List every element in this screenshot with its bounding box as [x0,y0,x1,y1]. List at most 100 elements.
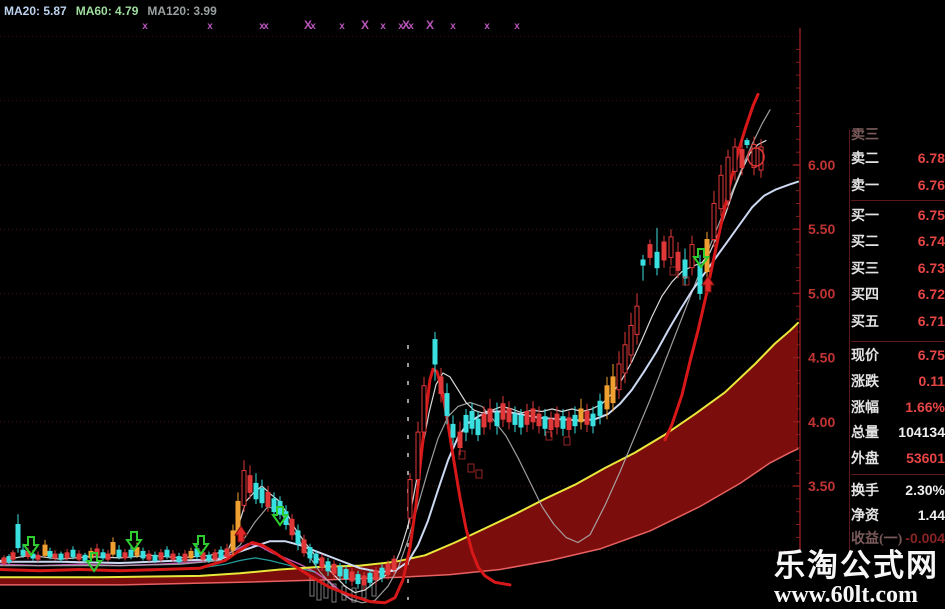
sidebar-row-label: 换手 [851,484,879,499]
ma120-line [0,448,799,586]
sidebar-row-卖一[interactable]: 卖一 6.76 [851,174,945,196]
ma-legend: MA20: 5.87 MA60: 4.79 MA120: 3.99 [4,4,226,18]
ma120-legend-label: MA120: 3.99 [147,4,217,18]
ex-rights-x-mark: x [207,21,213,32]
ex-rights-x-mark: x [142,21,148,32]
sidebar-row-label: 净资 [851,509,879,524]
ma20-legend-label: MA20: 5.87 [4,4,67,18]
sidebar-row-涨跌[interactable]: 涨跌 0.11 [851,370,945,392]
ex-rights-x-mark: x [263,21,269,32]
sidebar-row-现价[interactable]: 现价 6.75 [851,344,945,366]
ex-rights-x-mark: x [339,21,345,32]
sidebar-section-divider [851,474,945,475]
sidebar-row-value: 104134 [898,424,945,440]
sidebar-row-label: 收益(一) [851,532,903,547]
ex-rights-x-mark: X [361,18,369,32]
price-tick-label: 6.00 [808,157,835,173]
ex-rights-x-mark: x [450,21,456,32]
buy-signal-arrow-icon [234,525,248,543]
sidebar-row-value: 6.78 [917,150,945,166]
sidebar-row-净资[interactable]: 净资 1.44 [851,504,945,526]
watermark: 乐淘公式网 www.60lt.com [774,550,939,607]
sidebar-row-换手[interactable]: 换手 2.30% [851,479,945,501]
price-tick-label: 3.50 [808,478,835,494]
sidebar-row-value: 1.44 [917,507,945,523]
sidebar-row-买三[interactable]: 买三 6.73 [851,257,945,279]
sidebar-row-value: 0.11 [918,373,945,389]
signal-arrows [22,248,715,573]
ex-rights-x-mark: x [484,21,490,32]
ex-rights-x-mark: x [398,21,404,32]
sidebar-row-label: 外盘 [851,452,879,467]
ex-rights-x-mark: x [259,21,265,32]
sidebar-row-value: 53601 [906,450,945,466]
trend-band [0,322,798,585]
sidebar-row-总量[interactable]: 总量 104134 [851,421,945,443]
sidebar-row-label: 买一 [851,209,879,224]
sidebar-row-label: 涨幅 [851,401,879,416]
sell-signal-arrow-icon [22,536,40,557]
red-indicator-line-right [663,92,760,442]
sell-signal-arrow-icon [192,535,210,556]
sidebar-row-label: 买二 [851,235,879,250]
sidebar-row-label: 卖二 [851,152,879,167]
ex-rights-x-mark: x [514,21,520,32]
signal-glyphs [458,266,690,479]
ma60-line [0,321,799,579]
ma60-legend-label: MA60: 4.79 [75,4,139,18]
watermark-site-url: www.60lt.com [774,582,918,608]
candles [1,136,764,590]
highlight-circle-icon [747,147,765,167]
sidebar-row-label: 买四 [851,288,879,303]
ex-rights-x-mark: x [380,21,386,32]
sidebar-row-value: 6.76 [917,177,945,193]
quote-sidebar: 卖三卖二 6.78 卖一 6.76 买一 6.75 买二 6.74 买三 6.73 买四 6.72 买五… [851,128,945,552]
sidebar-row-value: 6.72 [917,286,945,302]
sidebar-row-label: 卖三 [851,128,879,143]
price-axis: 6.00 5.50 5.00 4.50 4.00 3.50 [793,28,835,552]
sidebar-section-divider [851,341,945,342]
sell-signal-arrow-icon [85,552,103,573]
sidebar-row-value: 2.30% [905,482,945,498]
sell-signal-arrow-icon [692,248,710,269]
sidebar-row-value: 6.75 [917,207,945,223]
sidebar-section-divider [851,200,945,201]
sell-signal-arrow-icon [125,531,143,552]
sidebar-row-外盘[interactable]: 外盘 53601 [851,447,945,469]
sidebar-row-买二[interactable]: 买二 6.74 [851,230,945,252]
sidebar-row-label: 现价 [851,349,879,364]
sidebar-row-label: 涨跌 [851,375,879,390]
ex-rights-x-mark: X [304,18,312,32]
sidebar-row-value: 6.71 [917,313,945,329]
price-tick-label: 5.50 [808,221,835,237]
sidebar-row-value: 1.66% [905,399,945,415]
sidebar-row-涨幅[interactable]: 涨幅 1.66% [851,396,945,418]
red-indicator-line-left [0,367,512,605]
sell-signal-arrow-icon [271,506,289,527]
sidebar-row-label: 买五 [851,315,879,330]
buy-signal-arrow-icon [701,275,715,293]
sidebar-row-value: 6.75 [917,347,945,363]
sidebar-row-label: 总量 [851,426,879,441]
sidebar-row-label: 卖一 [851,179,879,194]
sidebar-divider [849,130,850,550]
sidebar-row-买四[interactable]: 买四 6.72 [851,283,945,305]
sidebar-row-买一[interactable]: 买一 6.75 [851,204,945,226]
price-tick-label: 4.50 [808,350,835,366]
ex-rights-x-mark: x [408,21,414,32]
sidebar-row-value: -0.004 [905,530,945,546]
sidebar-row-卖三[interactable]: 卖三 [851,128,945,145]
sidebar-row-label: 买三 [851,262,879,277]
sidebar-row-value: 6.74 [917,233,945,249]
ex-rights-x-mark: X [426,18,434,32]
sidebar-row-收益(一)[interactable]: 收益(一) -0.004 [851,527,945,549]
watermark-site-name: 乐淘公式网 [774,548,939,583]
sidebar-row-卖二[interactable]: 卖二 6.78 [851,147,945,169]
sidebar-row-买五[interactable]: 买五 6.71 [851,310,945,332]
sidebar-row-value: 6.73 [917,260,945,276]
price-tick-label: 5.00 [808,285,835,301]
price-tick-label: 4.00 [808,414,835,430]
